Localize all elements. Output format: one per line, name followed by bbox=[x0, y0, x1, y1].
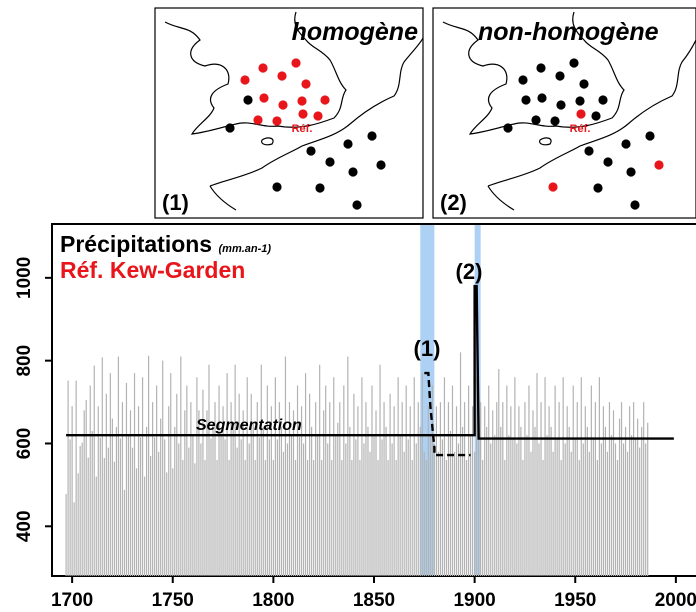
station-marker-red bbox=[301, 79, 311, 89]
station-marker-red bbox=[297, 96, 307, 106]
inset-map-2: Réf. non-homogène (2) bbox=[432, 7, 696, 219]
station-marker-black bbox=[531, 115, 541, 125]
chart: 1700 1750 1800 1850 1900 1950 2000 400 600 800 10… bbox=[14, 223, 696, 611]
station-marker-black bbox=[343, 139, 353, 149]
station-marker-black bbox=[626, 167, 636, 177]
segmentation-lines bbox=[66, 284, 674, 457]
station-marker-red bbox=[277, 71, 287, 81]
station-marker-black bbox=[306, 146, 316, 156]
station-marker-red bbox=[272, 116, 282, 126]
station-marker-black bbox=[603, 157, 613, 167]
x-tick-label: 1750 bbox=[152, 590, 194, 611]
station-marker-black bbox=[630, 200, 640, 210]
station-marker-red bbox=[240, 75, 250, 85]
chart-subtitle: Réf. Kew-Garden bbox=[60, 257, 245, 283]
annotation-1: (1) bbox=[414, 336, 441, 361]
y-axis: 400 600 800 1000 bbox=[14, 257, 52, 542]
station-marker-red bbox=[654, 160, 664, 170]
inset-map-2-frame bbox=[432, 7, 696, 219]
station-marker-black bbox=[352, 200, 362, 210]
station-marker-black bbox=[555, 71, 565, 81]
x-tick-label: 1900 bbox=[453, 590, 495, 611]
station-marker-red bbox=[576, 109, 586, 119]
station-marker-red bbox=[548, 182, 558, 192]
station-marker-black bbox=[593, 183, 603, 193]
station-marker-red bbox=[291, 58, 301, 68]
station-marker-black bbox=[556, 100, 566, 110]
station-marker-black bbox=[536, 63, 546, 73]
segmentation-label: Segmentation bbox=[196, 417, 302, 434]
station-marker-black bbox=[272, 182, 282, 192]
x-tick-label: 2000 bbox=[655, 590, 696, 611]
station-marker-red bbox=[258, 63, 268, 73]
y-tick-label: 600 bbox=[14, 428, 35, 460]
station-marker-red bbox=[253, 115, 263, 125]
inset-map-1: Réf. homogène (1) bbox=[154, 7, 424, 219]
station-marker-black bbox=[569, 58, 579, 68]
station-marker-black bbox=[503, 123, 513, 133]
station-marker-black bbox=[598, 95, 608, 105]
station-marker-black bbox=[367, 131, 377, 141]
y-tick-label: 400 bbox=[14, 510, 35, 542]
map-2-number: (2) bbox=[440, 190, 467, 215]
station-marker-red bbox=[298, 109, 308, 119]
station-marker-black bbox=[645, 131, 655, 141]
station-marker-black bbox=[521, 95, 531, 105]
inset-map-1-frame bbox=[154, 7, 424, 219]
annotation-2: (2) bbox=[456, 259, 483, 284]
station-marker-black bbox=[243, 95, 253, 105]
map-1-title: homogène bbox=[292, 18, 418, 46]
map-1-number: (1) bbox=[162, 190, 189, 215]
chart-title-text: Précipitations bbox=[60, 231, 212, 257]
station-marker-black bbox=[575, 96, 585, 106]
segmentation-line-solid bbox=[66, 284, 674, 440]
station-marker-black bbox=[325, 157, 335, 167]
x-tick-label: 1800 bbox=[252, 590, 294, 611]
station-marker-black bbox=[537, 93, 547, 103]
station-marker-black bbox=[225, 123, 235, 133]
station-marker-black bbox=[591, 111, 601, 121]
chart-title: Précipitations (mm.an-1) bbox=[60, 231, 271, 257]
y-tick-label: 1000 bbox=[14, 257, 35, 299]
reference-station-label: Réf. bbox=[292, 123, 313, 135]
station-markers-map-2 bbox=[503, 58, 664, 210]
station-marker-black bbox=[579, 79, 589, 89]
map-2-title: non-homogène bbox=[478, 18, 659, 46]
x-tick-label: 1700 bbox=[51, 590, 93, 611]
station-marker-red bbox=[320, 95, 330, 105]
station-marker-black bbox=[621, 139, 631, 149]
y-tick-label: 800 bbox=[14, 345, 35, 377]
x-tick-label: 1850 bbox=[353, 590, 395, 611]
x-tick-label: 1950 bbox=[554, 590, 596, 611]
reference-station-label-2: Réf. bbox=[570, 123, 591, 135]
station-marker-black bbox=[550, 116, 560, 126]
station-marker-black bbox=[518, 75, 528, 85]
station-marker-black bbox=[584, 146, 594, 156]
station-marker-black bbox=[348, 167, 358, 177]
station-marker-red bbox=[313, 111, 323, 121]
station-markers-map-1 bbox=[225, 58, 386, 210]
coastline-map-2 bbox=[442, 11, 696, 211]
station-marker-black bbox=[376, 160, 386, 170]
x-axis: 1700 1750 1800 1850 1900 1950 2000 bbox=[51, 576, 696, 611]
coastline-map-1 bbox=[164, 11, 424, 211]
station-marker-red bbox=[259, 93, 269, 103]
station-marker-red bbox=[278, 100, 288, 110]
chart-title-units: (mm.an-1) bbox=[219, 243, 272, 255]
station-marker-black bbox=[315, 183, 325, 193]
segmentation-line-dashed bbox=[424, 371, 471, 457]
